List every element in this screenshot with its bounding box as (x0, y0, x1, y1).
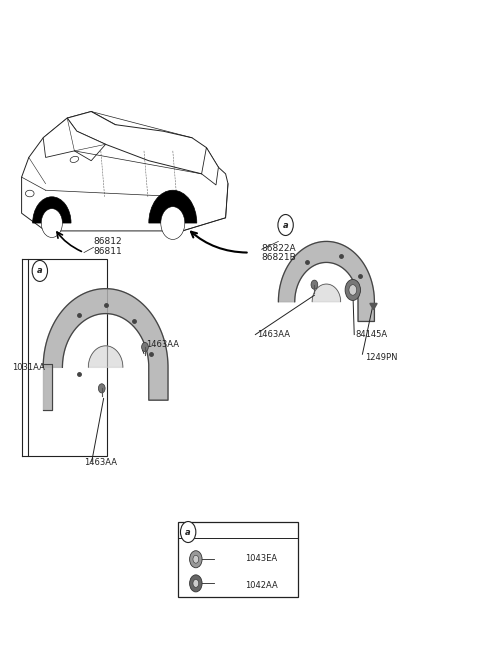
Circle shape (180, 522, 196, 543)
Text: 86821B: 86821B (262, 253, 296, 262)
Circle shape (311, 280, 318, 289)
Text: a: a (283, 220, 288, 230)
Text: 86812: 86812 (94, 237, 122, 246)
Polygon shape (43, 364, 52, 410)
Polygon shape (22, 112, 228, 231)
Text: 86811: 86811 (94, 247, 122, 256)
Circle shape (190, 551, 202, 568)
Text: 1042AA: 1042AA (245, 581, 277, 590)
Polygon shape (312, 284, 341, 302)
Circle shape (193, 555, 199, 563)
FancyBboxPatch shape (178, 522, 298, 597)
Text: 1031AA: 1031AA (12, 363, 45, 372)
Polygon shape (67, 112, 218, 174)
Polygon shape (88, 346, 123, 367)
Wedge shape (149, 190, 197, 223)
Wedge shape (33, 197, 71, 223)
Circle shape (32, 260, 48, 281)
Circle shape (161, 207, 185, 239)
Text: 1043EA: 1043EA (245, 554, 277, 564)
Text: a: a (185, 527, 191, 537)
Text: 84145A: 84145A (355, 330, 387, 339)
Text: a: a (37, 266, 43, 276)
Ellipse shape (25, 190, 34, 197)
Circle shape (349, 285, 357, 295)
Circle shape (190, 575, 202, 592)
Polygon shape (43, 289, 168, 400)
Text: 1249PN: 1249PN (365, 353, 397, 362)
Polygon shape (202, 148, 218, 185)
Circle shape (345, 279, 360, 300)
Circle shape (193, 579, 199, 587)
Text: 86822A: 86822A (262, 243, 296, 253)
Circle shape (142, 342, 148, 352)
Text: 1463AA: 1463AA (257, 330, 290, 339)
Ellipse shape (70, 156, 79, 163)
Polygon shape (278, 241, 374, 321)
Circle shape (41, 209, 62, 237)
Circle shape (98, 384, 105, 393)
Polygon shape (43, 118, 106, 161)
Circle shape (278, 215, 293, 236)
Text: 1463AA: 1463AA (84, 458, 117, 467)
Text: 1463AA: 1463AA (146, 340, 180, 349)
